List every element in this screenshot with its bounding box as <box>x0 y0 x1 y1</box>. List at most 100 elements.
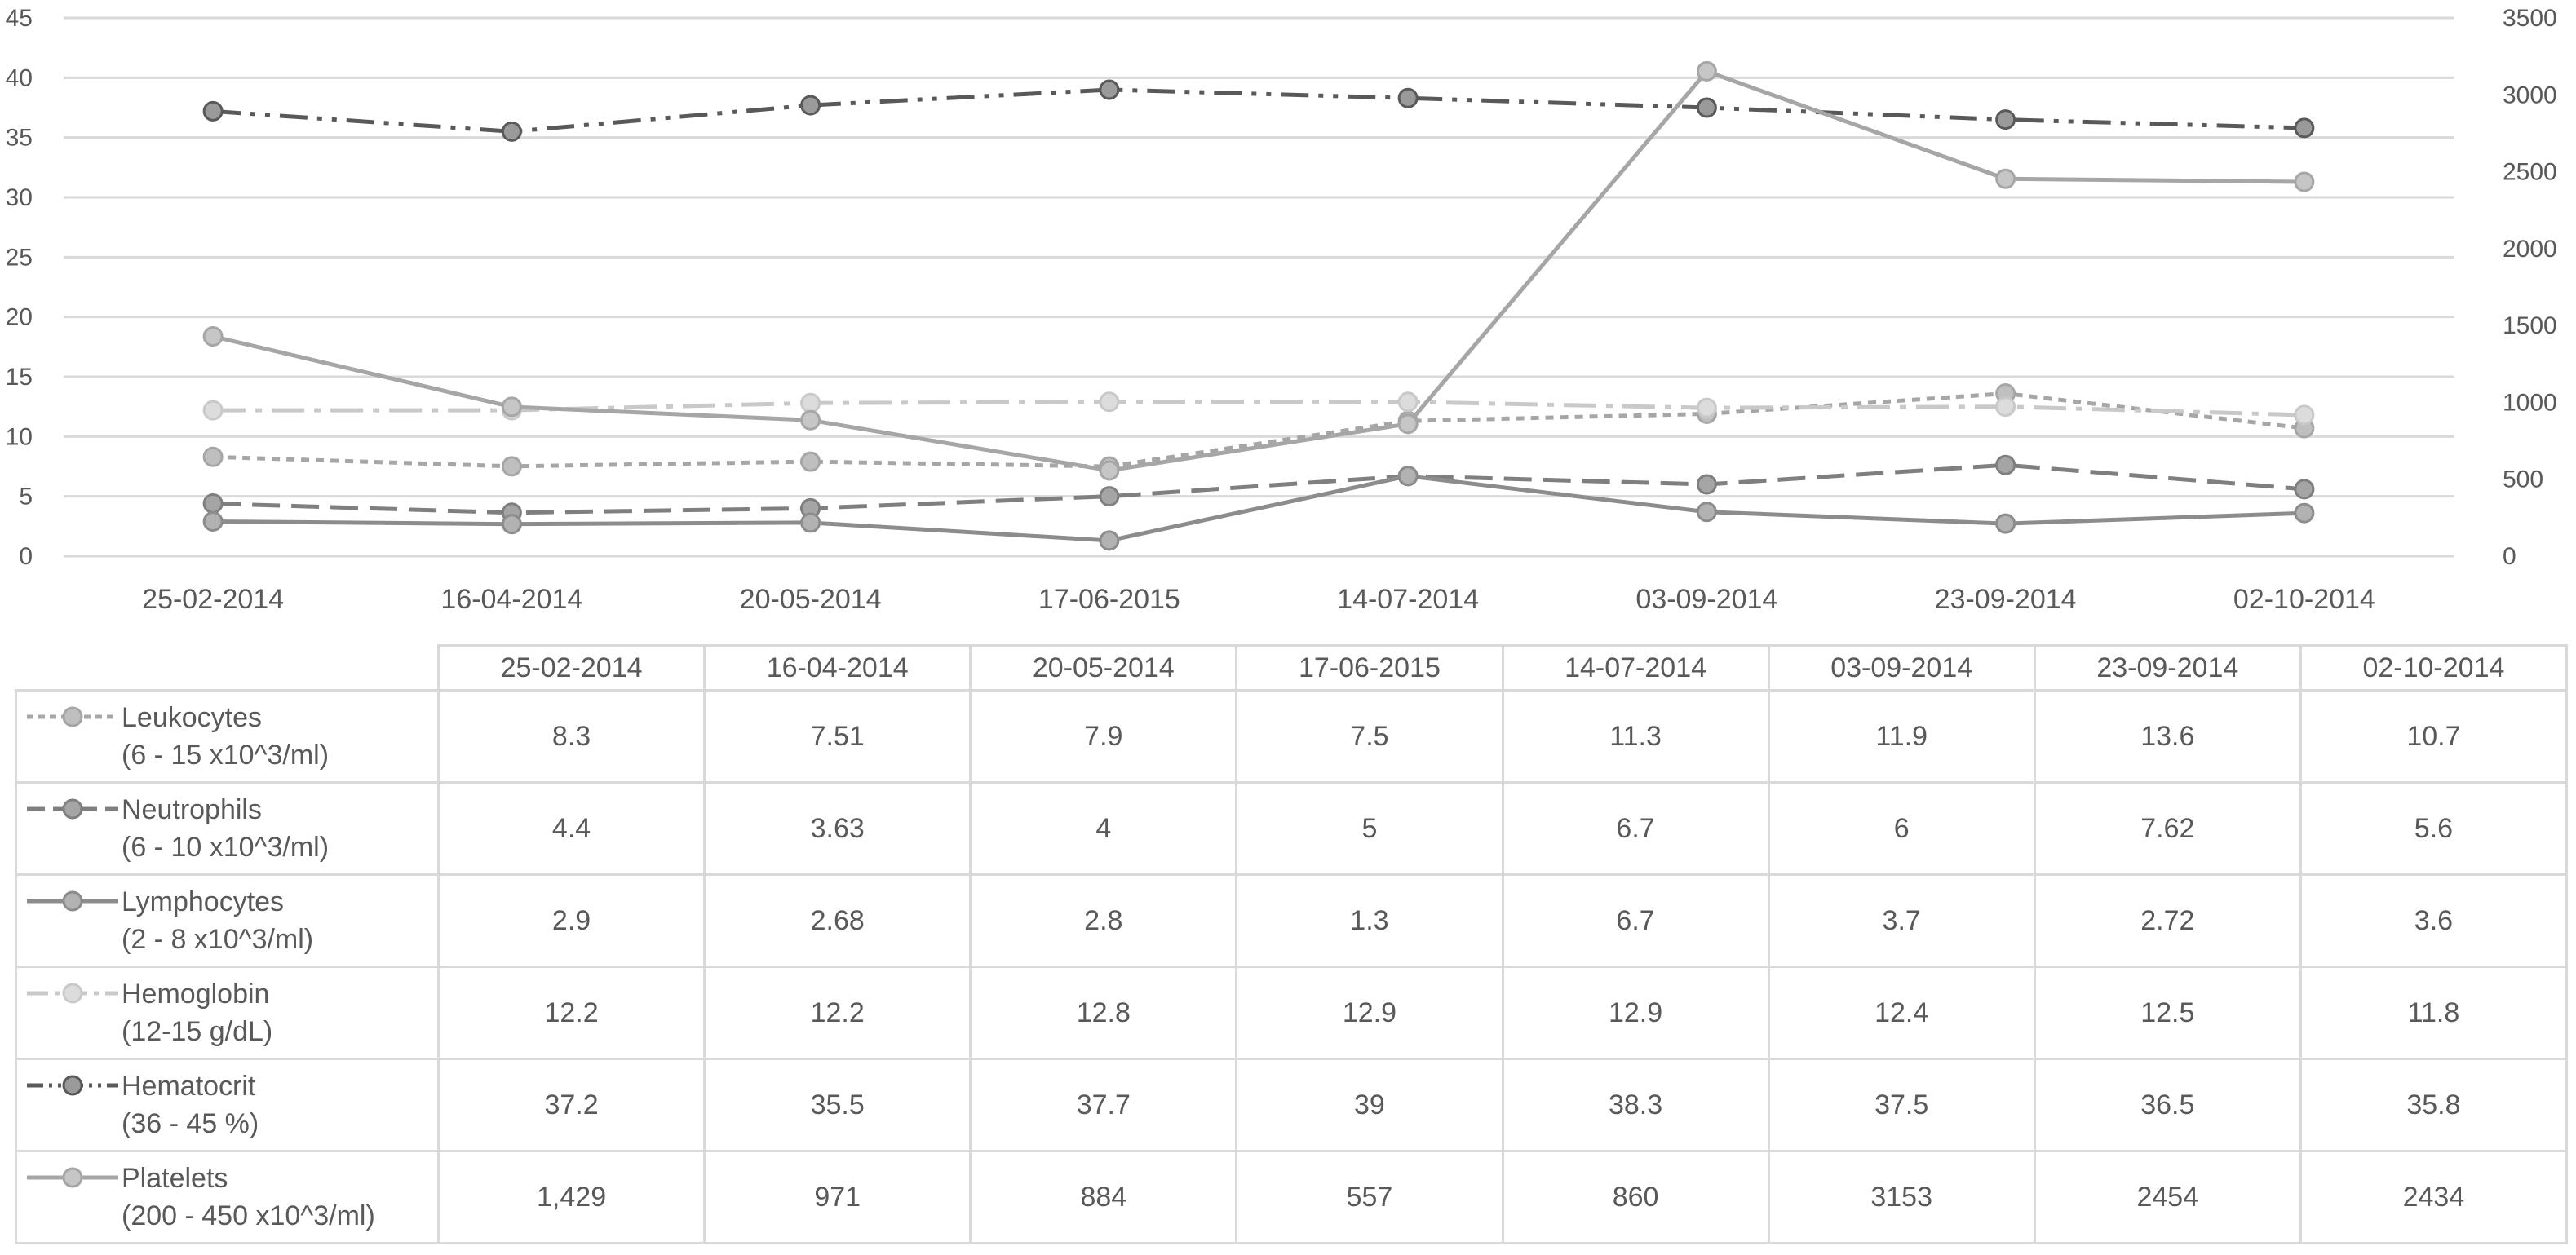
y-left-tick-label: 10 <box>6 423 33 450</box>
series-platelets <box>202 60 2315 481</box>
y-left-tick-label: 5 <box>19 484 33 510</box>
series-label-cell: Leukocytes (6 - 15 x10^3/ml) <box>15 689 440 784</box>
data-point-leukocytes <box>800 451 821 472</box>
data-point-hemoglobin <box>202 400 224 421</box>
data-point-hemoglobin <box>800 392 821 413</box>
table-cell: 6 <box>1767 781 2036 876</box>
data-point-leukocytes <box>202 446 224 467</box>
series-line-leukocytes <box>213 391 2305 469</box>
data-point-lymphocytes <box>1995 513 2016 534</box>
table-cell: 13.6 <box>2033 689 2302 784</box>
series-hematocrit <box>202 79 2315 142</box>
table-corner-cell <box>15 645 440 692</box>
legend-key-platelets <box>27 1167 118 1188</box>
data-point-lymphocytes <box>800 512 821 533</box>
table-cell: 1,429 <box>436 1150 706 1244</box>
y-left-tick-label: 45 <box>6 5 33 32</box>
x-tick-label: 16-04-2014 <box>440 584 582 615</box>
table-cell: 12.9 <box>1501 966 1770 1060</box>
series-name: Leukocytes <box>122 702 262 733</box>
series-label-cell: Lymphocytes (2 - 8 x10^3/ml) <box>15 873 440 968</box>
data-point-hematocrit <box>501 121 522 142</box>
table-cell: 2.72 <box>2033 873 2302 968</box>
y-right-tick-label: 1500 <box>2503 312 2557 339</box>
data-point-neutrophils <box>2294 479 2315 500</box>
data-point-platelets <box>1099 460 1120 481</box>
table-cell: 3.63 <box>703 781 972 876</box>
table-cell: 1.3 <box>1235 873 1504 968</box>
series-label-cell: Hemoglobin (12-15 g/dL) <box>15 966 440 1060</box>
legend-key-neutrophils <box>27 798 118 820</box>
series-range: (6 - 10 x10^3/ml) <box>122 832 330 863</box>
data-point-hemoglobin <box>1397 391 1419 413</box>
x-tick-label: 23-09-2014 <box>1935 584 2077 615</box>
table-row-neutrophils: Neutrophils (6 - 10 x10^3/ml) 4.4 3.63 4 5 6.7… <box>15 781 2569 876</box>
legend-key-hematocrit <box>27 1075 118 1096</box>
table-row-hemoglobin: Hemoglobin (12-15 g/dL) 12.2 12.2 12.8 12.9 12… <box>15 966 2569 1060</box>
table-cell: 7.5 <box>1235 689 1504 784</box>
x-tick-label: 02-10-2014 <box>2233 584 2375 615</box>
data-point-lymphocytes <box>501 514 522 535</box>
legend-marker <box>62 1075 83 1096</box>
table-cell: 11.8 <box>2299 966 2569 1060</box>
series-line-hematocrit <box>212 87 2304 134</box>
table-cell: 38.3 <box>1501 1058 1770 1152</box>
table-row-platelets: Platelets (200 - 450 x10^3/ml) 1,429 971 884… <box>15 1150 2569 1244</box>
legend-marker <box>62 983 83 1004</box>
series-range: (36 - 45 %) <box>122 1108 259 1139</box>
legend-key-hemoglobin <box>27 983 118 1004</box>
table-cell: 12.2 <box>703 966 972 1060</box>
data-point-platelets <box>1696 60 1717 82</box>
data-point-hematocrit <box>1099 79 1120 100</box>
legend-key-lymphocytes <box>27 890 118 912</box>
y-right-tick-label: 500 <box>2503 466 2543 493</box>
y-right-tick-label: 1000 <box>2503 389 2557 416</box>
data-point-hematocrit <box>1696 97 1717 118</box>
table-column-header: 14-07-2014 <box>1501 644 1770 692</box>
series-line-platelets <box>212 68 2304 473</box>
y-left-tick-label: 20 <box>6 304 33 331</box>
y-right-tick-label: 2500 <box>2503 159 2557 186</box>
x-tick-label: 20-05-2014 <box>740 584 882 615</box>
table-cell: 2454 <box>2033 1150 2302 1244</box>
table-cell: 7.9 <box>969 689 1238 784</box>
x-tick-label: 14-07-2014 <box>1337 584 1479 615</box>
series-label-cell: Neutrophils (6 - 10 x10^3/ml) <box>15 781 440 876</box>
data-point-hemoglobin <box>2294 404 2315 426</box>
table-column-header: 20-05-2014 <box>969 644 1238 692</box>
plot-area <box>202 60 2315 551</box>
y-right-tick-label: 2000 <box>2503 236 2557 263</box>
data-point-platelets <box>1995 168 2016 189</box>
legend-marker <box>62 798 83 820</box>
x-tick-label: 03-09-2014 <box>1635 584 1777 615</box>
table-cell: 12.2 <box>436 966 706 1060</box>
table-cell: 8.3 <box>436 689 706 784</box>
data-point-lymphocytes <box>1099 530 1120 551</box>
x-tick-label: 25-02-2014 <box>142 584 284 615</box>
table-row-lymphocytes: Lymphocytes (2 - 8 x10^3/ml) 2.9 2.68 2.8 1.3… <box>15 873 2569 968</box>
table-cell: 4.4 <box>436 781 706 876</box>
table-cell: 37.2 <box>436 1058 706 1152</box>
table-column-header: 02-10-2014 <box>2299 644 2569 692</box>
table-cell: 12.9 <box>1235 966 1504 1060</box>
table-cell: 2.8 <box>969 873 1238 968</box>
table-cell: 12.5 <box>2033 966 2302 1060</box>
series-range: (6 - 15 x10^3/ml) <box>122 740 330 771</box>
data-table: 25-02-2014 16-04-2014 20-05-2014 17-06-2015… <box>15 644 2569 1244</box>
data-point-neutrophils <box>1995 454 2016 475</box>
data-point-hematocrit <box>2294 117 2315 139</box>
table-column-header: 03-09-2014 <box>1767 644 2036 692</box>
table-row-leukocytes: Leukocytes (6 - 15 x10^3/ml) 8.3 7.51 7.9 7.5… <box>15 689 2569 784</box>
table-cell: 37.7 <box>969 1058 1238 1152</box>
table-cell: 6.7 <box>1501 873 1770 968</box>
series-line-hemoglobin <box>213 400 2304 418</box>
line-chart: 0 5 10 15 20 25 30 35 40 45 0 500 1000 1500 2000 2500 3… <box>6 5 2557 615</box>
table-cell: 6.7 <box>1501 781 1770 876</box>
x-axis: 25-02-2014 16-04-2014 20-05-2014 17-06-2015… <box>142 584 2375 615</box>
data-point-platelets <box>202 326 224 347</box>
table-cell: 11.3 <box>1501 689 1770 784</box>
series-range: (200 - 450 x10^3/ml) <box>122 1200 375 1231</box>
data-point-leukocytes <box>501 456 522 477</box>
table-cell: 971 <box>703 1150 972 1244</box>
table-column-header: 25-02-2014 <box>436 644 706 692</box>
